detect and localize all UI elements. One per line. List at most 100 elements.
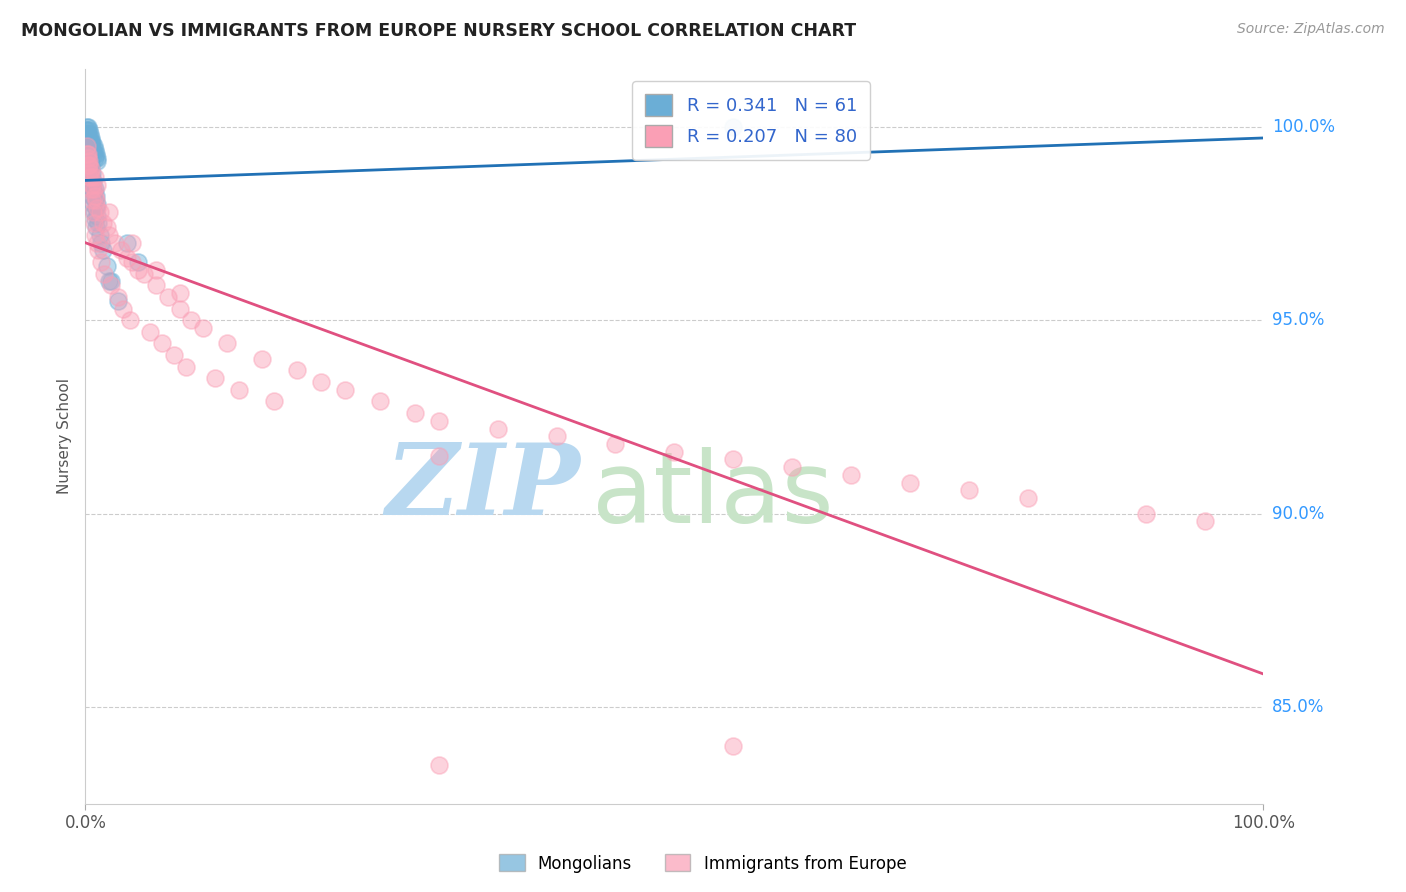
Point bbox=[79, 181, 101, 195]
Point bbox=[91, 216, 114, 230]
Point bbox=[82, 166, 104, 180]
Point bbox=[90, 255, 112, 269]
Point bbox=[333, 383, 356, 397]
Point bbox=[80, 131, 103, 145]
Point bbox=[87, 244, 110, 258]
Point bbox=[83, 193, 105, 207]
Point bbox=[79, 166, 101, 180]
Point bbox=[76, 123, 98, 137]
Text: 95.0%: 95.0% bbox=[1272, 311, 1324, 329]
Point bbox=[486, 421, 509, 435]
Point bbox=[150, 336, 173, 351]
Point bbox=[169, 301, 191, 316]
Point bbox=[86, 209, 108, 223]
Point bbox=[174, 359, 197, 374]
Point bbox=[84, 220, 107, 235]
Point bbox=[957, 483, 980, 498]
Point bbox=[91, 244, 114, 258]
Text: 85.0%: 85.0% bbox=[1272, 698, 1324, 716]
Point bbox=[79, 169, 101, 184]
Point bbox=[263, 394, 285, 409]
Point bbox=[77, 128, 100, 142]
Point bbox=[96, 220, 118, 235]
Point bbox=[76, 139, 98, 153]
Y-axis label: Nursery School: Nursery School bbox=[58, 378, 72, 494]
Point bbox=[76, 120, 98, 134]
Point bbox=[80, 169, 103, 184]
Point bbox=[100, 278, 122, 293]
Point bbox=[83, 189, 105, 203]
Point bbox=[79, 162, 101, 177]
Point bbox=[84, 193, 107, 207]
Point bbox=[121, 255, 143, 269]
Point bbox=[86, 235, 108, 250]
Point bbox=[127, 255, 149, 269]
Point bbox=[898, 475, 921, 490]
Text: 100.0%: 100.0% bbox=[1272, 118, 1334, 136]
Point bbox=[82, 143, 104, 157]
Legend: Mongolians, Immigrants from Europe: Mongolians, Immigrants from Europe bbox=[494, 847, 912, 880]
Point bbox=[723, 452, 745, 467]
Point bbox=[80, 139, 103, 153]
Point bbox=[427, 758, 450, 772]
Point bbox=[404, 406, 426, 420]
Point bbox=[163, 348, 186, 362]
Point bbox=[156, 290, 179, 304]
Point bbox=[121, 235, 143, 250]
Point bbox=[77, 154, 100, 169]
Point bbox=[115, 251, 138, 265]
Point bbox=[77, 143, 100, 157]
Point bbox=[83, 216, 105, 230]
Point bbox=[83, 139, 105, 153]
Point bbox=[75, 123, 97, 137]
Point bbox=[77, 174, 100, 188]
Point bbox=[839, 467, 862, 482]
Point bbox=[84, 151, 107, 165]
Point bbox=[75, 128, 97, 142]
Point bbox=[82, 204, 104, 219]
Point bbox=[145, 262, 167, 277]
Point bbox=[180, 313, 202, 327]
Point bbox=[605, 437, 627, 451]
Point bbox=[76, 120, 98, 134]
Point bbox=[77, 166, 100, 180]
Point bbox=[76, 158, 98, 172]
Point bbox=[82, 197, 104, 211]
Point bbox=[80, 189, 103, 203]
Point bbox=[76, 146, 98, 161]
Point bbox=[77, 158, 100, 172]
Point bbox=[84, 212, 107, 227]
Point bbox=[110, 244, 132, 258]
Point bbox=[139, 325, 162, 339]
Point bbox=[120, 313, 142, 327]
Point bbox=[83, 146, 105, 161]
Point bbox=[127, 262, 149, 277]
Point bbox=[93, 267, 115, 281]
Point bbox=[76, 139, 98, 153]
Point bbox=[96, 259, 118, 273]
Text: 90.0%: 90.0% bbox=[1272, 505, 1324, 523]
Point bbox=[90, 235, 112, 250]
Point bbox=[97, 227, 120, 242]
Point bbox=[84, 189, 107, 203]
Point bbox=[107, 293, 129, 308]
Point bbox=[79, 135, 101, 149]
Point bbox=[76, 151, 98, 165]
Point bbox=[80, 193, 103, 207]
Point bbox=[84, 227, 107, 242]
Point bbox=[83, 204, 105, 219]
Point bbox=[83, 181, 105, 195]
Point bbox=[80, 162, 103, 177]
Point bbox=[97, 204, 120, 219]
Text: ZIP: ZIP bbox=[385, 440, 581, 536]
Point bbox=[287, 363, 309, 377]
Point bbox=[77, 123, 100, 137]
Point bbox=[82, 174, 104, 188]
Text: Source: ZipAtlas.com: Source: ZipAtlas.com bbox=[1237, 22, 1385, 37]
Point bbox=[76, 146, 98, 161]
Point bbox=[84, 146, 107, 161]
Point bbox=[82, 178, 104, 192]
Point bbox=[87, 216, 110, 230]
Point bbox=[79, 181, 101, 195]
Point bbox=[77, 158, 100, 172]
